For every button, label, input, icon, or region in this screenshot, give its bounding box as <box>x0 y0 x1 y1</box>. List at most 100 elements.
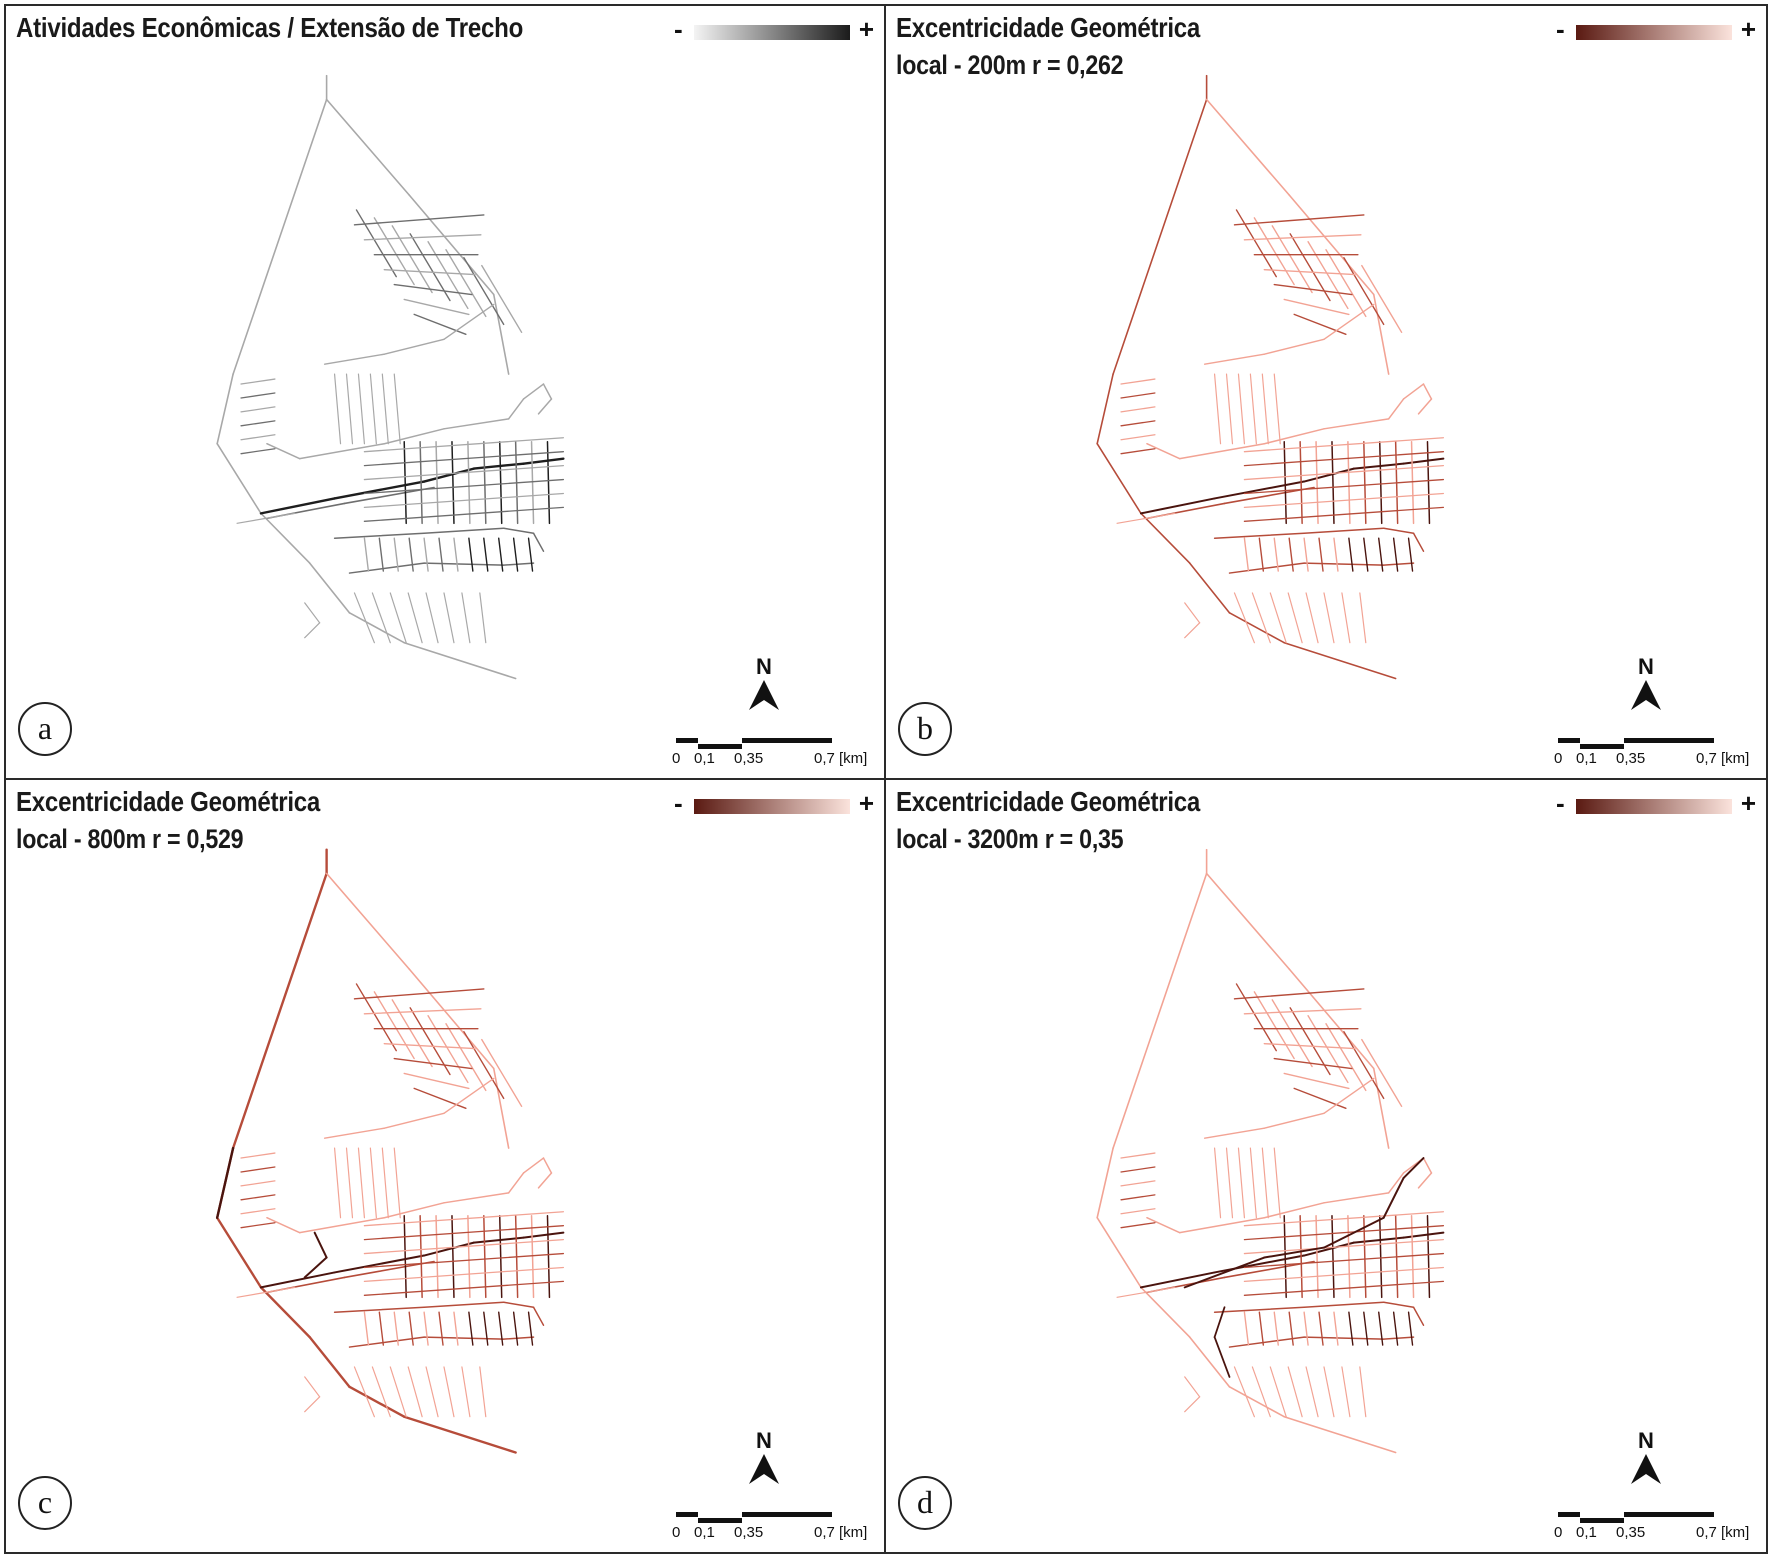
street-network-map <box>216 74 565 680</box>
street-segment <box>391 999 433 1068</box>
street-segment <box>1323 1216 1385 1249</box>
street-segment <box>409 233 451 302</box>
street-segment <box>348 612 406 644</box>
street-segment <box>532 1306 545 1326</box>
street-segment <box>240 1166 276 1173</box>
street-segment <box>443 1192 510 1204</box>
street-segment <box>357 1147 366 1219</box>
street-segment <box>393 283 473 296</box>
north-arrow-icon <box>1631 1454 1661 1484</box>
street-segment <box>1213 532 1305 539</box>
street-segment <box>1283 641 1397 680</box>
street-segment <box>1289 1007 1331 1076</box>
street-segment <box>1243 506 1445 522</box>
street-segment <box>1323 1192 1390 1204</box>
street-segment <box>1188 1336 1231 1388</box>
street-segment <box>1273 1311 1279 1346</box>
street-segment <box>1352 1236 1405 1244</box>
street-segment <box>266 1216 301 1234</box>
street-segment <box>443 592 455 644</box>
panel-subtitle: local - 200m r = 0,262 <box>896 50 1124 80</box>
street-segment <box>1233 592 1255 644</box>
street-segment <box>1237 373 1246 445</box>
street-segment <box>438 1311 444 1346</box>
street-segment <box>1417 1172 1433 1189</box>
street-segment <box>1343 256 1385 326</box>
street-segment <box>1283 440 1287 525</box>
street-segment <box>1243 1311 1250 1346</box>
street-segment <box>363 1225 565 1241</box>
street-segment <box>383 338 445 355</box>
street-segment <box>409 1007 451 1076</box>
street-segment <box>389 592 407 644</box>
street-segment <box>1261 1147 1269 1219</box>
street-segment <box>363 537 370 572</box>
panel-letter-badge: c <box>18 1476 72 1530</box>
street-segment <box>1331 440 1335 525</box>
street-segment <box>1307 241 1349 310</box>
street-segment <box>1263 1246 1326 1259</box>
scale-bar-graphic <box>676 738 832 749</box>
street-segment <box>483 440 487 525</box>
street-segment <box>1305 1366 1319 1418</box>
scale-tick-label: 0,35 <box>1616 750 1646 767</box>
street-segment <box>363 234 482 241</box>
street-segment <box>1359 592 1367 644</box>
street-segment <box>1378 1311 1384 1346</box>
street-segment <box>1318 537 1324 572</box>
street-segment <box>422 467 476 483</box>
scale-bar-graphic <box>676 1512 832 1523</box>
street-segment <box>419 1214 423 1299</box>
street-segment <box>348 562 425 574</box>
scale-bar: 0 0,1 0,35 0,7 [km] <box>1546 720 1760 774</box>
scale-tick-label: 0 <box>1554 750 1563 767</box>
legend-max-label: + <box>1740 788 1756 818</box>
street-segment <box>393 373 401 445</box>
north-label: N <box>1638 1428 1654 1453</box>
street-segment <box>1120 378 1156 385</box>
street-segment <box>1225 373 1234 445</box>
street-segment <box>1249 373 1257 445</box>
street-segment <box>479 1366 487 1418</box>
street-segment <box>1341 592 1351 644</box>
north-arrow: N <box>1626 656 1666 716</box>
street-segment <box>240 406 276 413</box>
street-segment <box>435 440 439 525</box>
street-segment <box>1378 440 1383 525</box>
street-segment <box>1303 1336 1385 1340</box>
street-segment <box>236 512 296 524</box>
street-segment <box>1426 1214 1431 1299</box>
panel-letter-badge: d <box>898 1476 952 1530</box>
street-segment <box>1213 480 1306 500</box>
street-segment <box>1273 537 1279 572</box>
street-segment <box>1293 313 1347 335</box>
panel-letter-badge: b <box>898 702 952 756</box>
panel-subtitle: local - 800m r = 0,529 <box>16 824 244 854</box>
street-segment <box>502 527 535 535</box>
street-segment <box>1120 434 1156 441</box>
street-segment <box>240 378 276 385</box>
street-segment <box>451 1214 455 1299</box>
north-arrow-icon <box>1631 680 1661 710</box>
street-segment <box>1263 1042 1356 1050</box>
street-segment <box>1422 383 1433 400</box>
street-segment <box>373 217 415 286</box>
legend-color-ramp <box>1576 25 1732 40</box>
street-segment <box>1315 440 1319 525</box>
scale-tick-label: 0 <box>672 750 681 767</box>
street-segment <box>266 442 301 460</box>
street-segment <box>408 1311 414 1346</box>
street-segment <box>240 434 276 441</box>
street-segment <box>240 1152 276 1159</box>
street-segment <box>522 457 565 465</box>
street-segment <box>1288 1311 1294 1346</box>
street-segment <box>1407 537 1414 572</box>
street-segment <box>363 1211 565 1227</box>
street-segment <box>1183 1256 1266 1289</box>
street-segment <box>308 1335 351 1389</box>
scale-bar: 0 0,1 0,35 0,7 [km] <box>1546 1494 1760 1548</box>
scale-bar: 0 0,1 0,35 0,7 [km] <box>664 1494 878 1548</box>
scale-tick-label: 0,35 <box>734 750 764 767</box>
street-segment <box>1213 1306 1226 1339</box>
map-panel-c: Excentricidade Geométrica local - 800m r… <box>4 778 886 1554</box>
